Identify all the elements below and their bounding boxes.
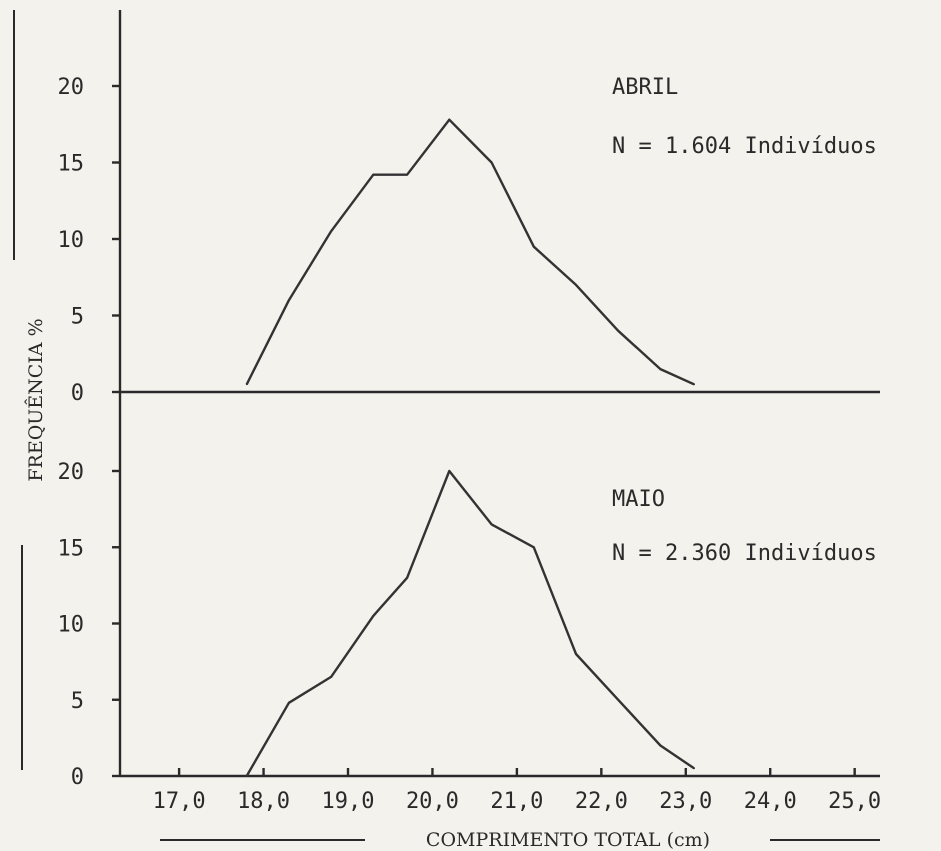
bottom-ytick-label: 10 xyxy=(58,613,85,638)
bottom-data-point xyxy=(575,653,577,655)
top-ytick-label: 0 xyxy=(71,381,84,406)
top-data-point xyxy=(406,173,408,176)
top-data-point xyxy=(372,173,375,176)
top-data-point xyxy=(448,118,451,121)
bottom-ytick-label: 5 xyxy=(71,689,84,714)
top-data-point xyxy=(617,330,620,332)
bottom-ytick-label: 0 xyxy=(71,765,84,790)
top-data-point xyxy=(575,284,577,286)
top-ytick-label: 20 xyxy=(58,75,85,100)
bottom-annotation-title: MAIO xyxy=(612,487,665,512)
bottom-data-point xyxy=(245,775,248,777)
top-ytick-label: 5 xyxy=(71,305,84,330)
top-ytick-label: 15 xyxy=(58,152,85,177)
bottom-data-point xyxy=(532,546,535,549)
x-tick-label: 19,0 xyxy=(322,789,375,814)
bottom-data-point xyxy=(617,698,620,701)
x-tick-label: 24,0 xyxy=(744,789,797,814)
bottom-data-point xyxy=(490,523,493,526)
top-data-point xyxy=(490,161,493,164)
chart-marks: 0 5 10 15 20 ABRIL N = 1.604 Indivíduos 0 5 10 15 2… xyxy=(58,75,882,814)
top-series-line xyxy=(245,118,695,386)
bottom-data-point xyxy=(406,576,408,579)
bottom-ytick-label: 20 xyxy=(58,460,85,485)
bottom-series-line xyxy=(245,469,695,777)
top-annotation-title: ABRIL xyxy=(612,75,678,100)
x-axis-label: COMPRIMENTO TOTAL (cm) xyxy=(426,829,710,851)
top-data-point xyxy=(330,230,332,233)
x-tick-label: 17,0 xyxy=(153,789,206,814)
x-tick-label: 18,0 xyxy=(237,789,290,814)
bottom-annotation-n: N = 2.360 Indivíduos xyxy=(612,541,877,566)
top-ytick-label: 10 xyxy=(58,228,85,253)
bottom-data-point xyxy=(372,615,375,617)
bottom-data-point xyxy=(288,702,290,704)
x-tick-label: 20,0 xyxy=(406,789,459,814)
x-tick-label: 22,0 xyxy=(575,789,628,814)
x-tick-label: 25,0 xyxy=(828,789,881,814)
bottom-ytick-label: 15 xyxy=(58,536,85,561)
bottom-data-point xyxy=(659,744,662,747)
bottom-data-point xyxy=(448,470,451,472)
top-data-point xyxy=(693,383,696,386)
top-annotation-n: N = 1.604 Indivíduos xyxy=(612,134,877,159)
top-data-point xyxy=(659,368,662,370)
y-axis-label: FREQUÊNCIA % xyxy=(24,318,47,481)
x-tick-label: 23,0 xyxy=(659,789,712,814)
top-data-point xyxy=(532,245,535,248)
top-data-point xyxy=(245,383,248,386)
top-data-point xyxy=(288,299,290,302)
x-tick-label: 21,0 xyxy=(490,789,543,814)
bottom-data-point xyxy=(693,767,696,770)
bottom-data-point xyxy=(330,676,332,678)
